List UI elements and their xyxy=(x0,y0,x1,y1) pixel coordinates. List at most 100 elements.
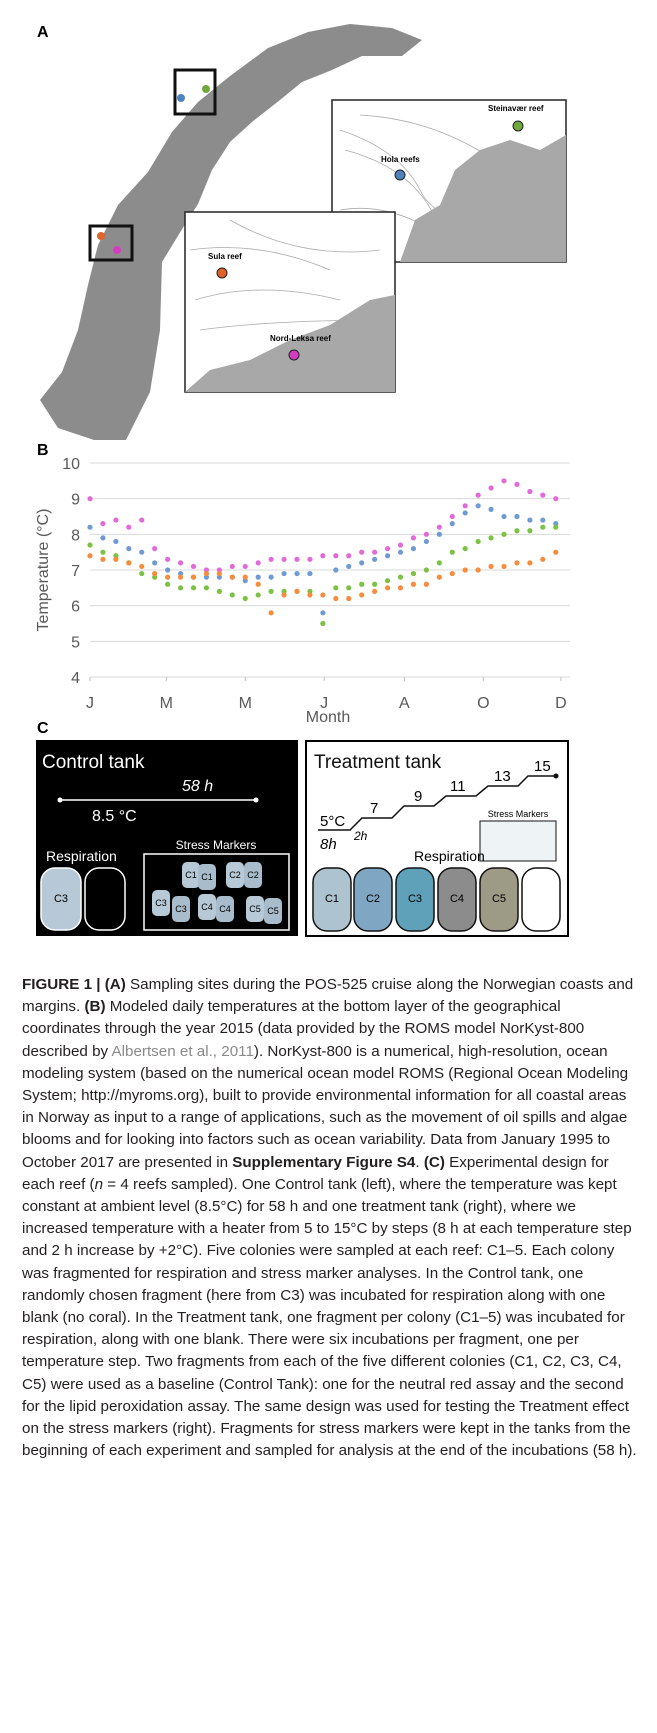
data-point xyxy=(501,563,507,570)
data-point xyxy=(100,549,106,555)
data-point xyxy=(397,542,404,548)
data-point xyxy=(255,560,261,566)
data-point xyxy=(177,560,184,566)
data-point xyxy=(268,574,274,580)
data-point xyxy=(540,492,546,498)
data-point xyxy=(126,546,132,552)
data-point xyxy=(514,560,520,566)
data-point xyxy=(553,496,559,502)
data-point xyxy=(527,528,533,534)
data-point xyxy=(488,563,494,570)
data-point xyxy=(501,478,507,484)
data-point xyxy=(540,517,546,523)
chamber xyxy=(312,867,352,932)
site-dot xyxy=(97,232,105,240)
site-label: Nord-Leksa reef xyxy=(270,334,331,343)
data-point xyxy=(423,581,429,587)
data-point xyxy=(281,588,287,595)
colony-label: C5 xyxy=(249,904,261,914)
section-label: Stress Markers xyxy=(488,809,549,819)
caption-text: ). NorKyst-800 is a numerical, high-reso… xyxy=(22,1042,629,1171)
temperature: 8.5 °C xyxy=(92,808,137,825)
data-point xyxy=(242,574,248,580)
fragment xyxy=(152,890,170,916)
data-point xyxy=(113,538,119,545)
data-point xyxy=(203,574,210,580)
caption-text: = 4 reefs sampled). One Control tank (le… xyxy=(22,1175,637,1460)
data-point xyxy=(100,556,106,562)
step-label: 15 xyxy=(534,758,551,775)
data-point xyxy=(540,556,546,562)
data-point xyxy=(514,513,520,520)
fragment xyxy=(216,896,234,922)
data-point xyxy=(346,585,352,591)
y-tick-label: 6 xyxy=(71,599,80,616)
data-point xyxy=(139,517,145,523)
data-point xyxy=(423,567,429,573)
data-point xyxy=(113,553,119,559)
x-tick-label: O xyxy=(477,695,489,712)
data-point xyxy=(527,560,533,566)
y-axis-label: Temperature (°C) xyxy=(35,509,52,632)
caption-text: Experimental design for each reef ( xyxy=(22,1153,609,1193)
data-point xyxy=(294,556,300,562)
data-point xyxy=(229,592,235,598)
y-tick-label: 5 xyxy=(71,634,80,651)
map-box xyxy=(173,68,217,116)
data-point xyxy=(177,585,184,591)
data-point xyxy=(501,531,507,537)
data-point xyxy=(436,531,442,537)
site-label: Steinavær reef xyxy=(488,104,544,113)
data-point xyxy=(255,574,261,580)
panel-b: B Month Temperature (°C) 4 5 6 7 8 9 10 J M M J A O D xyxy=(35,442,570,726)
colony-label: C5 xyxy=(267,906,279,916)
data-point xyxy=(87,496,93,502)
ramp-label: 2h xyxy=(353,829,368,843)
line-end xyxy=(553,773,559,779)
y-tick-label: 7 xyxy=(71,563,80,580)
data-point xyxy=(165,574,171,580)
respiration-chambers: C1 C2 C3 C4 C5 xyxy=(312,867,561,932)
data-point xyxy=(527,488,533,495)
data-point xyxy=(488,485,494,491)
data-point xyxy=(203,570,210,577)
data-point xyxy=(488,506,494,512)
site-dot xyxy=(288,349,300,361)
data-point xyxy=(397,549,404,555)
data-point xyxy=(281,570,287,577)
data-point xyxy=(384,546,391,552)
data-point xyxy=(139,549,145,555)
data-point xyxy=(203,567,210,573)
data-point xyxy=(436,560,442,566)
colony-label: C3 xyxy=(155,898,167,908)
data-point xyxy=(203,585,210,591)
citation-link[interactable]: Albertsen et al., 2011 xyxy=(111,1042,254,1060)
data-point xyxy=(449,570,455,577)
site-label: Sula reef xyxy=(208,252,242,261)
data-point xyxy=(346,563,352,570)
data-point xyxy=(216,574,222,580)
colony-label: C4 xyxy=(450,893,464,905)
data-point xyxy=(216,588,222,595)
data-point xyxy=(359,549,365,555)
tank-title: Treatment tank xyxy=(314,752,442,773)
temperature-steps xyxy=(318,775,556,831)
line-end xyxy=(57,797,63,803)
data-point xyxy=(359,592,365,598)
caption-italic: n xyxy=(94,1175,104,1193)
caption-text: Sampling sites during the POS-525 cruise… xyxy=(22,976,634,1016)
data-point xyxy=(307,592,313,598)
data-point xyxy=(281,556,287,562)
data-point xyxy=(462,546,468,552)
fragment xyxy=(182,862,200,888)
x-axis-label: Month xyxy=(306,709,350,726)
data-point xyxy=(501,513,507,520)
data-point xyxy=(268,556,274,562)
data-point xyxy=(475,567,481,573)
data-point xyxy=(449,513,455,520)
data-point xyxy=(177,574,184,580)
site-label: Hola reefs xyxy=(381,155,420,164)
data-point xyxy=(372,556,378,562)
data-point xyxy=(139,570,145,577)
